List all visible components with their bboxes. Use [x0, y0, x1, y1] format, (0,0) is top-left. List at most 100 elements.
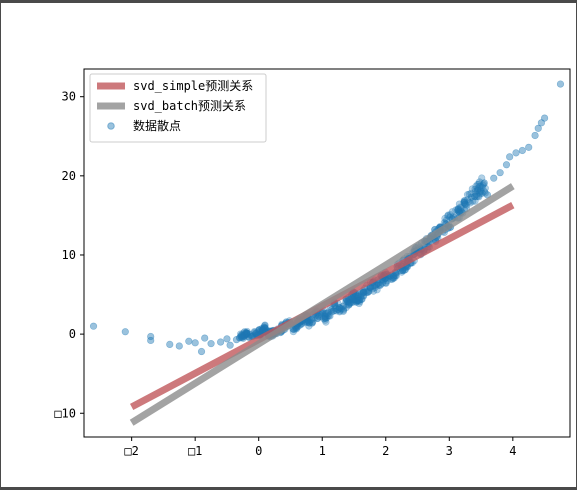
scatter-point	[455, 200, 463, 208]
scatter-point	[479, 181, 487, 189]
scatter-point	[354, 294, 362, 303]
scatter-point	[474, 192, 482, 200]
scatter-point	[346, 299, 354, 307]
scatter-point	[330, 307, 338, 315]
y-tick-label: 20	[62, 169, 76, 183]
scatter-point	[323, 314, 331, 322]
scatter-point	[303, 318, 311, 326]
scatter-point	[305, 322, 313, 330]
scatter-point	[191, 339, 199, 347]
scatter-point	[474, 186, 482, 194]
scatter-point	[320, 315, 328, 323]
scatter-point	[238, 333, 247, 341]
scatter-point	[344, 298, 352, 306]
scatter-point	[240, 328, 249, 336]
scatter-point	[467, 190, 475, 198]
scatter-point	[352, 295, 361, 304]
scatter-point	[472, 191, 480, 199]
scatter-point	[353, 297, 361, 305]
scatter-point	[352, 296, 360, 304]
scatter-point	[454, 205, 462, 214]
scatter-point	[305, 319, 314, 327]
scatter-density	[236, 174, 489, 342]
scatter-point	[477, 188, 485, 196]
scatter-point	[216, 338, 225, 346]
scatter-point	[355, 299, 363, 308]
scatter-point	[237, 332, 245, 341]
scatter-point	[261, 324, 269, 333]
x-tick-label: 4	[509, 444, 516, 458]
scatter-point	[185, 337, 193, 345]
scatter-point	[317, 312, 326, 321]
scatter-point	[318, 310, 326, 318]
scatter-point	[506, 153, 514, 161]
scatter-point	[353, 294, 362, 302]
scatter-point	[457, 204, 465, 212]
scatter-point	[358, 295, 366, 303]
legend-marker-swatch	[107, 122, 115, 130]
scatter-point	[454, 205, 462, 213]
scatter-point	[242, 330, 250, 338]
scatter-point	[460, 197, 468, 205]
scatter-point	[321, 316, 329, 324]
scatter-point	[364, 288, 372, 297]
scatter-point	[89, 322, 98, 330]
scatter-point	[475, 193, 483, 201]
scatter-point	[531, 131, 539, 140]
scatter-point	[476, 190, 485, 198]
scatter-point	[471, 197, 479, 205]
scatter-point	[345, 301, 353, 309]
scatter-point	[556, 80, 565, 88]
scatter-point	[207, 340, 215, 348]
scatter-point	[456, 206, 464, 215]
scatter-point	[465, 190, 473, 198]
scatter-point	[478, 183, 486, 191]
scatter-point	[261, 324, 269, 332]
scatter-point	[310, 314, 318, 322]
scatter-point	[289, 328, 297, 336]
scatter-point	[345, 300, 353, 308]
scatter-point	[260, 324, 268, 332]
scatter-point	[496, 169, 504, 177]
scatter-point	[323, 310, 332, 318]
scatter-point	[238, 331, 246, 339]
scatter-point	[472, 182, 480, 190]
scatter-point	[382, 279, 390, 287]
scatter-point	[359, 291, 367, 300]
scatter-point	[468, 185, 476, 193]
scatter-point	[239, 333, 247, 341]
scatter-point	[175, 342, 183, 350]
scatter-point	[454, 207, 462, 215]
x-tick-label: 0	[255, 444, 262, 458]
scatter-point	[475, 188, 484, 196]
scatter-point	[376, 281, 384, 290]
scatter-point	[481, 184, 489, 192]
scatter-point	[242, 331, 250, 339]
legend-entry: 数据散点	[107, 118, 181, 133]
scatter-point	[261, 322, 269, 330]
scatter-point	[356, 298, 364, 306]
scatter-point	[339, 302, 347, 311]
scatter-point	[461, 197, 469, 205]
scatter-point	[347, 299, 355, 307]
scatter-point	[245, 333, 253, 341]
scatter-point	[362, 288, 371, 297]
scatter-point	[232, 336, 241, 344]
scatter-point	[377, 280, 385, 289]
scatter-point	[246, 331, 254, 339]
scatter-point	[537, 119, 546, 127]
scatter-point	[357, 293, 365, 301]
scatter-point	[242, 329, 251, 337]
scatter-point	[400, 266, 409, 274]
scatter-point	[292, 325, 300, 333]
scatter-point	[239, 332, 247, 340]
scatter-point	[255, 326, 263, 334]
scatter-point	[243, 329, 251, 337]
scatter-point	[332, 307, 340, 315]
scatter-point	[321, 314, 330, 322]
scatter-point	[349, 295, 357, 304]
scatter-point	[525, 143, 533, 151]
scatter-point	[335, 308, 344, 316]
scatter-point	[463, 191, 472, 199]
